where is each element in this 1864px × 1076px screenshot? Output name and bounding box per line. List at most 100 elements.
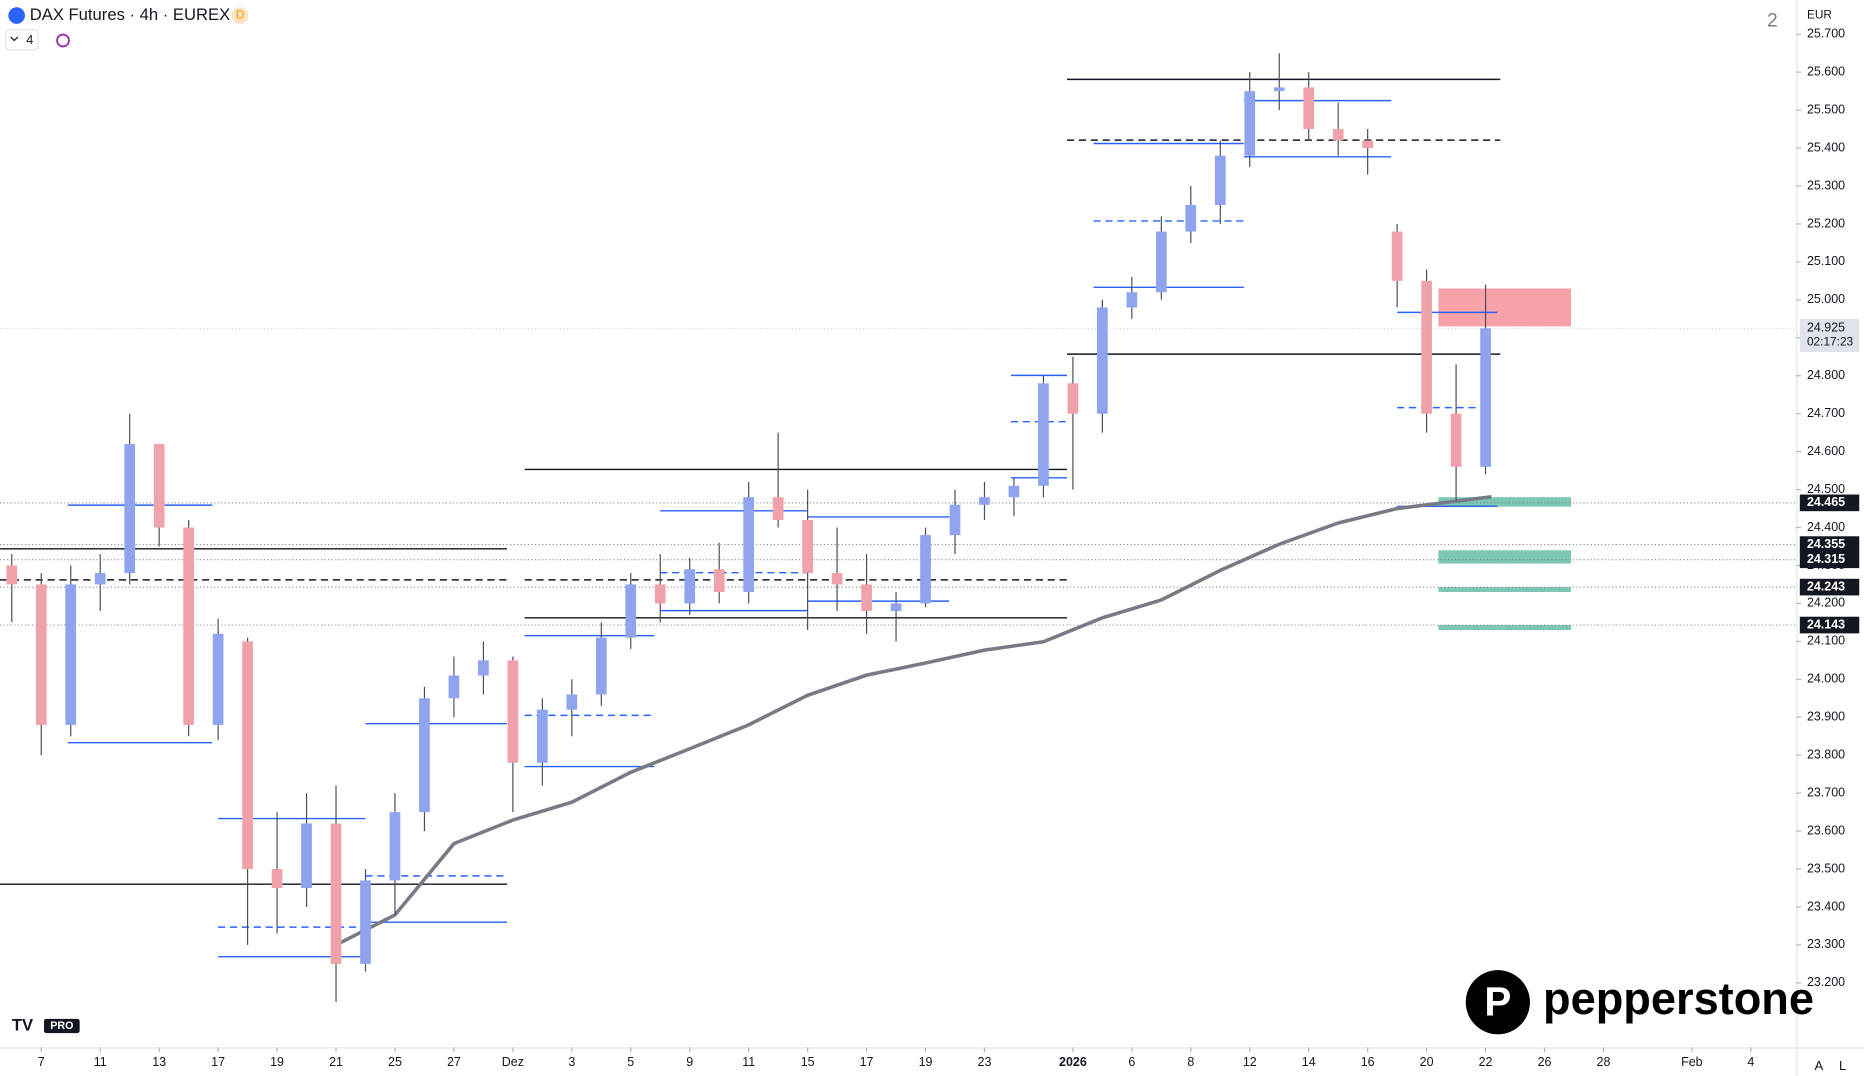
candle-body: [861, 584, 872, 612]
y-tick-label: 25.100: [1807, 254, 1845, 268]
y-tick-label: 23.400: [1807, 899, 1845, 913]
candle-body: [1126, 292, 1138, 308]
x-tick-label: 12: [1243, 1055, 1257, 1069]
candle-body: [743, 497, 755, 593]
candle-body: [684, 569, 696, 604]
price-tag-label: 24.465: [1807, 495, 1845, 509]
x-tick-label: 25: [388, 1055, 402, 1069]
tv-badge: PRO: [50, 1020, 73, 1032]
x-tick-label: 8: [1187, 1055, 1194, 1069]
price-tag: [1799, 578, 1860, 596]
candle-body: [153, 444, 165, 528]
candle-body: [1244, 91, 1256, 156]
x-tick-label: Feb: [1681, 1055, 1703, 1069]
candle-body: [536, 709, 548, 763]
candle-body: [1038, 383, 1049, 486]
candle-body: [1450, 413, 1462, 467]
y-tick-label: 24.200: [1807, 596, 1845, 610]
chevron: [10, 36, 19, 42]
x-tick-label: Dez: [502, 1055, 524, 1069]
sync-icon[interactable]: [56, 33, 70, 48]
candle-body: [1097, 307, 1108, 414]
zone: [1438, 550, 1572, 564]
candle-body: [1332, 129, 1344, 141]
y-tick-label: 23.600: [1807, 823, 1845, 837]
y-tick-label: 25.400: [1807, 140, 1845, 154]
candle-body: [1155, 231, 1167, 293]
y-tick-label: 24.100: [1807, 634, 1845, 648]
y-tick-label: 25.700: [1807, 27, 1845, 41]
candle-body: [1421, 280, 1432, 414]
x-tick-label: 17: [211, 1055, 225, 1069]
scale-auto[interactable]: A: [1814, 1058, 1823, 1073]
currency[interactable]: EUR: [1807, 8, 1832, 22]
candle-body: [1391, 231, 1403, 281]
y-tick-label: 25.500: [1807, 102, 1845, 116]
current-price-tag: [1799, 318, 1860, 353]
layout-number: 2: [1767, 11, 1778, 32]
candle-body: [6, 565, 18, 585]
price-tag: [1799, 616, 1860, 634]
y-tick-label: 23.300: [1807, 937, 1845, 951]
candle-body: [448, 675, 460, 699]
x-tick-label: 5: [627, 1055, 634, 1069]
price-tag: [1799, 494, 1860, 512]
tv-badge-bg: [43, 1018, 80, 1034]
y-tick-label: 25.000: [1807, 292, 1845, 306]
x-tick-label: 22: [1479, 1055, 1493, 1069]
candle-body: [625, 584, 637, 638]
candle-body: [566, 694, 578, 710]
scale-log[interactable]: L: [1839, 1058, 1846, 1073]
candle-body: [1480, 328, 1491, 467]
y-tick-label: 23.900: [1807, 710, 1845, 724]
candle-body: [890, 603, 902, 612]
y-tick-label: 24.500: [1807, 482, 1845, 496]
candle-body: [979, 497, 990, 505]
candle-body: [802, 519, 813, 574]
badge-circle: [231, 7, 249, 24]
pepperstone-icon-letter: P: [1484, 978, 1511, 1024]
candle-body: [595, 637, 607, 695]
x-tick-label: 2026: [1059, 1055, 1087, 1069]
countdown: 02:17:23: [1807, 335, 1854, 349]
price-tag-label: 24.315: [1807, 552, 1845, 566]
y-tick-label: 24.700: [1807, 406, 1845, 420]
price-tag: [1799, 536, 1860, 553]
symbol-title[interactable]: DAX Futures · 4h · EUREX: [30, 5, 230, 24]
price-tag-label: 24.355: [1807, 537, 1845, 551]
y-tick-label: 24.400: [1807, 520, 1845, 534]
moving-average: [335, 495, 1492, 947]
x-tick-label: 26: [1538, 1055, 1552, 1069]
tv-logo: TV: [12, 1015, 33, 1034]
x-tick-label: 20: [1420, 1055, 1434, 1069]
indicator-count[interactable]: 4: [26, 32, 33, 47]
candle-body: [949, 504, 961, 536]
zone: [1438, 288, 1572, 327]
y-tick-label: 23.200: [1807, 975, 1845, 989]
indicator-toggle[interactable]: [5, 29, 39, 51]
x-tick-label: 27: [447, 1055, 461, 1069]
zone: [1438, 625, 1572, 630]
candle-body: [301, 823, 312, 889]
candle-body: [1303, 87, 1315, 130]
y-tick-label: 25.200: [1807, 216, 1845, 230]
candle-body: [1214, 155, 1226, 205]
price-tag: [1799, 551, 1860, 569]
y-tick-label: 24.600: [1807, 444, 1845, 458]
candle-body: [124, 444, 136, 574]
x-tick-label: 14: [1302, 1055, 1316, 1069]
candle-body: [389, 812, 401, 881]
symbol-icon[interactable]: [8, 7, 25, 24]
pepperstone-logo: pepperstone: [1543, 973, 1814, 1024]
candle-body: [920, 535, 931, 604]
candle-body: [478, 660, 489, 676]
candle-body: [654, 584, 666, 604]
x-tick-label: 15: [801, 1055, 815, 1069]
x-tick-label: 7: [38, 1055, 45, 1069]
y-tick-label: 25.600: [1807, 64, 1845, 78]
candle-body: [1067, 383, 1079, 414]
candle-body: [35, 584, 47, 725]
y-tick-label: 23.700: [1807, 785, 1845, 799]
